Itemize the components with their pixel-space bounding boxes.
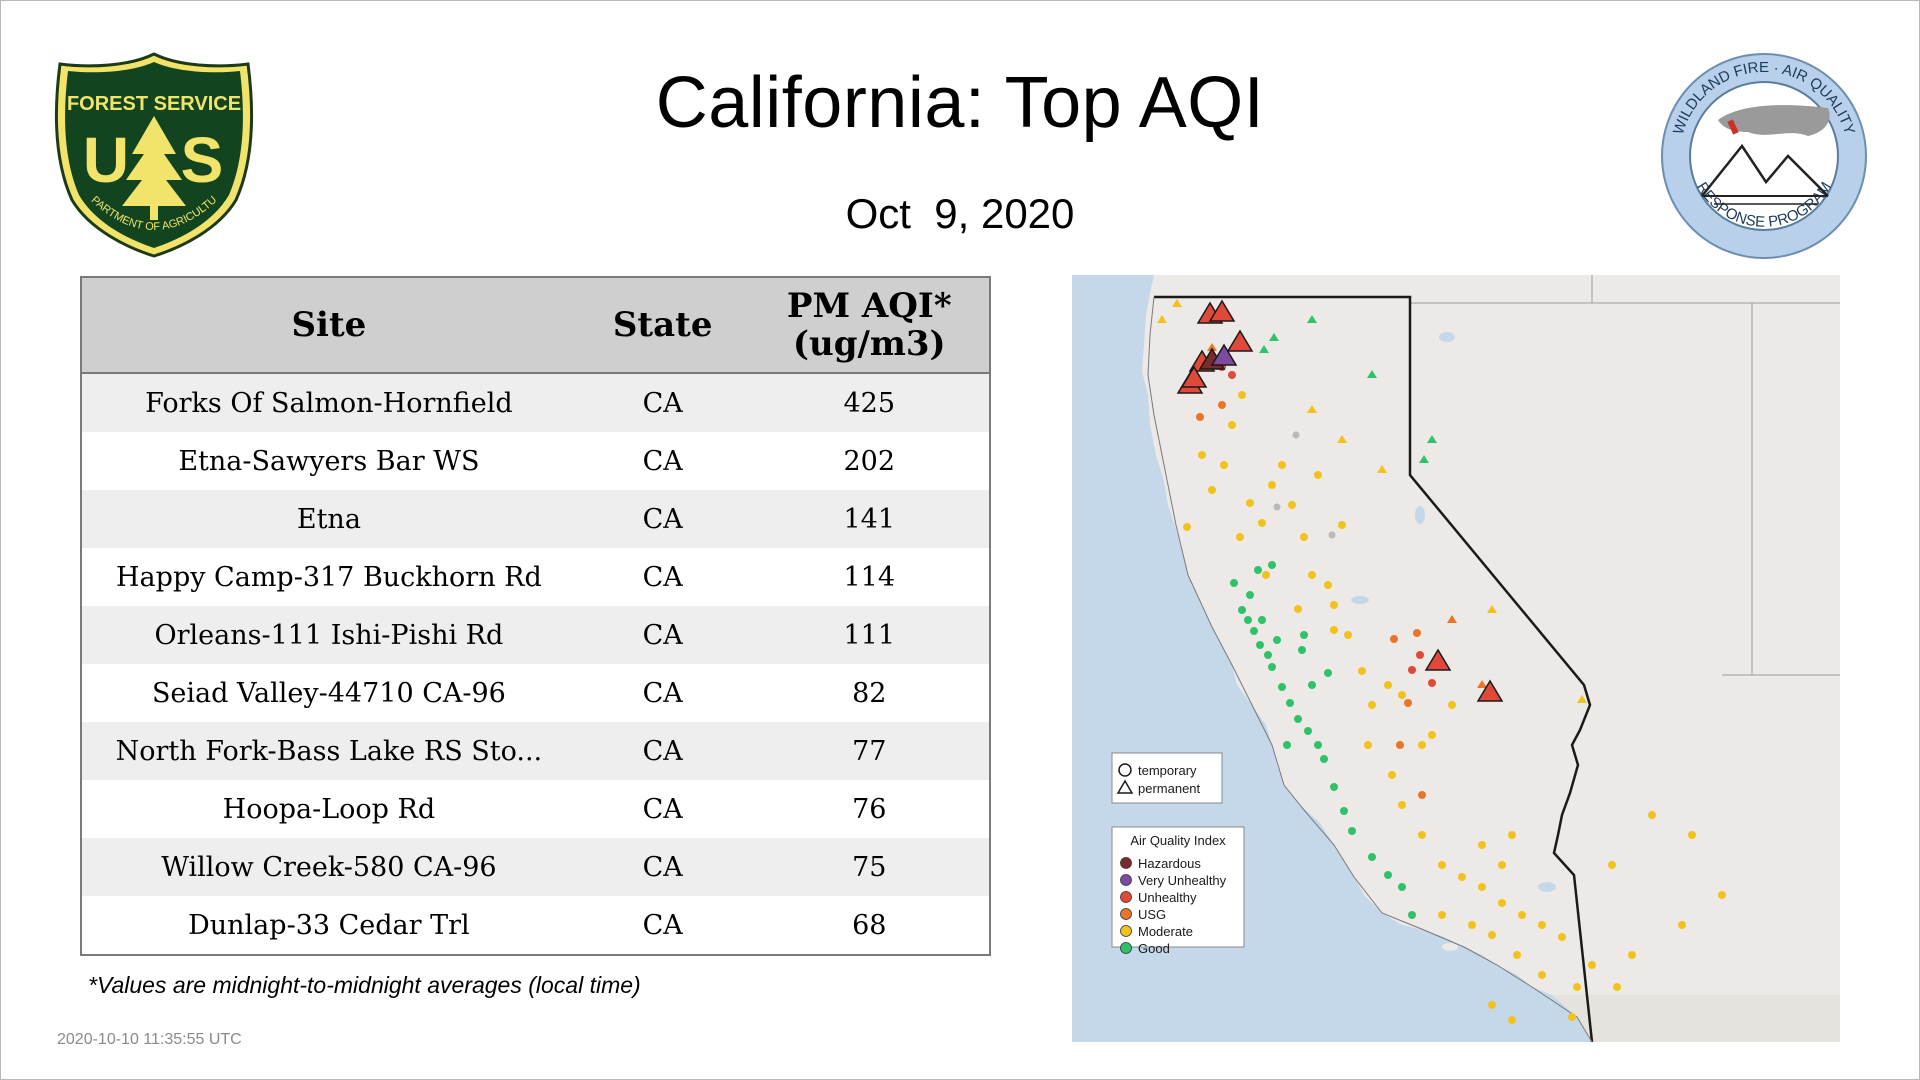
legend-permanent: permanent (1138, 781, 1201, 796)
table-row: Seiad Valley-44710 CA-96 CA 82 (81, 664, 990, 722)
value-cell: 77 (749, 722, 990, 780)
legend-moderate: Moderate (1138, 924, 1193, 939)
table-row: Forks Of Salmon-Hornfield CA 425 (81, 373, 990, 432)
site-cell: Forks Of Salmon-Hornfield (81, 373, 576, 432)
legend-very-unhealthy: Very Unhealthy (1138, 873, 1227, 888)
legend-good: Good (1138, 941, 1170, 956)
value-cell: 141 (749, 490, 990, 548)
temporary-circle-icon (1118, 763, 1132, 777)
aqi-legend-title: Air Quality Index (1130, 833, 1226, 848)
state-cell: CA (575, 432, 750, 490)
state-cell: CA (575, 490, 750, 548)
site-cell: Hoopa-Loop Rd (81, 780, 576, 838)
value-cell: 82 (749, 664, 990, 722)
site-cell: Dunlap-33 Cedar Trl (81, 896, 576, 955)
site-cell: Seiad Valley-44710 CA-96 (81, 664, 576, 722)
legend-usg: USG (1138, 907, 1166, 922)
state-cell: CA (575, 664, 750, 722)
svg-text:U: U (83, 124, 129, 196)
site-cell: Etna-Sawyers Bar WS (81, 432, 576, 490)
state-cell: CA (575, 722, 750, 780)
smoke-icon (1718, 105, 1830, 136)
state-cell: CA (575, 606, 750, 664)
value-cell: 114 (749, 548, 990, 606)
report-date: Oct 9, 2020 (845, 190, 1075, 237)
aqi-legend: Air Quality Index Hazardous Very Unhealt… (1111, 826, 1245, 956)
tree-icon (122, 116, 186, 206)
aqi-markers (1183, 363, 1726, 1024)
footnote: *Values are midnight-to-midnight average… (88, 972, 641, 998)
california-aqi-map: temporary permanent Air Quality Index Ha… (1072, 275, 1840, 1042)
table-row: Etna-Sawyers Bar WS CA 202 (81, 432, 990, 490)
generated-timestamp: 2020-10-10 11:35:55 UTC (57, 1031, 242, 1048)
state-cell: CA (575, 373, 750, 432)
value-cell: 202 (749, 432, 990, 490)
site-cell: Orleans-111 Ishi-Pishi Rd (81, 606, 576, 664)
aqi-table: Site State PM AQI* (ug/m3) Forks Of Salm… (80, 276, 991, 956)
table-row: North Fork-Bass Lake RS Sto... CA 77 (81, 722, 990, 780)
site-cell: North Fork-Bass Lake RS Sto... (81, 722, 576, 780)
header-pm-aqi: PM AQI* (ug/m3) (749, 277, 990, 374)
legend-temporary: temporary (1138, 763, 1197, 778)
table-row: Happy Camp-317 Buckhorn Rd CA 114 (81, 548, 990, 606)
state-cell: CA (575, 780, 750, 838)
page-title: California: Top AQI (655, 63, 1265, 143)
site-cell: Happy Camp-317 Buckhorn Rd (81, 548, 576, 606)
value-cell: 111 (749, 606, 990, 664)
svg-text:S: S (181, 124, 224, 196)
legend-hazardous: Hazardous (1138, 856, 1201, 871)
permanent-triangle-icon (1116, 779, 1134, 794)
table-row: Willow Creek-580 CA-96 CA 75 (81, 838, 990, 896)
header-site: Site (81, 277, 576, 374)
table-row: Dunlap-33 Cedar Trl CA 68 (81, 896, 990, 955)
land (1142, 275, 1840, 1042)
fs-top-text: FOREST SERVICE (67, 93, 241, 115)
table-row: Etna CA 141 (81, 490, 990, 548)
table-header-row: Site State PM AQI* (ug/m3) (81, 277, 990, 374)
site-cell: Etna (81, 490, 576, 548)
mountains-icon (1701, 143, 1829, 197)
value-cell: 425 (749, 373, 990, 432)
state-cell: CA (575, 548, 750, 606)
california-border (1154, 295, 1594, 1042)
header-pm-line2: (ug/m3) (792, 324, 946, 364)
site-cell: Willow Creek-580 CA-96 (81, 838, 576, 896)
table-row: Hoopa-Loop Rd CA 76 (81, 780, 990, 838)
value-cell: 76 (749, 780, 990, 838)
header-pm-line1: PM AQI* (786, 286, 952, 326)
state-cell: CA (575, 838, 750, 896)
header-state: State (575, 277, 750, 374)
wildland-fire-logo: WILDLAND FIRE · AIR QUALITY RESPONSE PRO… (1661, 53, 1867, 259)
legend-unhealthy: Unhealthy (1138, 890, 1197, 905)
forest-service-logo: FOREST SERVICE U S DEPARTMENT OF AGRICUL… (50, 50, 254, 258)
shape-legend: temporary permanent (1111, 752, 1223, 804)
value-cell: 75 (749, 838, 990, 896)
permanent-markers (1157, 299, 1587, 703)
table-row: Orleans-111 Ishi-Pishi Rd CA 111 (81, 606, 990, 664)
state-cell: CA (575, 896, 750, 955)
value-cell: 68 (749, 896, 990, 955)
